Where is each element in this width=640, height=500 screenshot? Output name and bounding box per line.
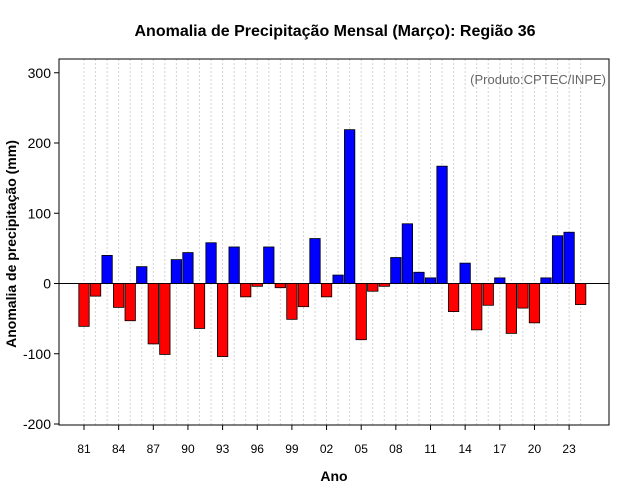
bar-2018	[505, 283, 517, 334]
bar-2023	[563, 231, 575, 284]
bar-2000	[297, 283, 310, 308]
bar-2003	[332, 274, 344, 284]
bar-1995	[240, 283, 252, 298]
x-tick-label-14: 14	[458, 442, 472, 456]
bar-1985	[124, 283, 136, 322]
x-tick-label-96: 96	[251, 442, 265, 456]
bar-2009	[401, 223, 414, 284]
bar-1998	[274, 283, 286, 289]
y-tick-label-300: 300	[28, 65, 52, 81]
y-axis-label: Anomalia de precipitação (mm)	[3, 140, 19, 348]
x-axis: 81 84 87 90 93 96 99 02 05 08 11 14 17 20 23	[77, 425, 576, 456]
bar-1988	[159, 283, 171, 355]
x-tick-label-05: 05	[355, 442, 369, 456]
bar-2008	[390, 257, 402, 284]
x-tick-label-02: 02	[320, 442, 334, 456]
x-tick-label-11: 11	[424, 442, 437, 456]
bar-2006	[367, 283, 379, 292]
bar-1994	[228, 246, 240, 284]
bar-1981	[78, 283, 90, 327]
y-tick-label--200: -200	[23, 416, 51, 432]
bar-2005	[355, 283, 367, 341]
y-tick-label-200: 200	[28, 135, 52, 151]
bar-2001	[309, 238, 321, 284]
bar-2021	[540, 277, 552, 284]
bar-2013	[447, 283, 460, 313]
bar-1987	[147, 283, 159, 345]
product-annotation: (Produto:CPTEC/INPE)	[470, 72, 606, 87]
x-tick-label-87: 87	[147, 442, 161, 456]
bar-1986	[136, 266, 148, 284]
grid-lines	[83, 59, 582, 425]
x-tick-label-08: 08	[389, 442, 403, 456]
bar-2024	[575, 283, 587, 305]
bar-2012	[436, 165, 448, 284]
x-tick-label-90: 90	[181, 442, 195, 456]
bar-1982	[89, 283, 102, 297]
bar-2016	[482, 283, 494, 306]
bar-1997	[263, 246, 275, 284]
x-axis-label: Ano	[320, 468, 347, 484]
bar-1993	[216, 283, 229, 357]
bar-2004	[344, 129, 356, 284]
x-tick-label-84: 84	[112, 442, 126, 456]
bar-1991	[193, 283, 206, 329]
y-tick-label-100: 100	[28, 205, 52, 221]
bar-2011	[424, 277, 437, 284]
plot-frame	[58, 58, 610, 426]
bar-1989	[170, 259, 182, 284]
bar-2014	[459, 262, 471, 284]
bars	[78, 129, 587, 357]
bar-2010	[413, 271, 425, 284]
bar-1983	[101, 254, 113, 284]
bar-2017	[494, 277, 506, 284]
bar-2002	[320, 283, 333, 298]
bar-1984	[113, 283, 125, 308]
bar-1992	[205, 242, 217, 284]
y-tick-label-0: 0	[43, 276, 51, 292]
x-tick-label-23: 23	[562, 442, 576, 456]
bar-2020	[528, 283, 541, 324]
x-tick-label-81: 81	[77, 442, 91, 456]
bar-2022	[551, 235, 564, 284]
bar-1999	[286, 283, 298, 320]
bar-1990	[182, 252, 194, 284]
x-tick-label-93: 93	[216, 442, 230, 456]
bar-1996	[251, 283, 263, 287]
bar-2015	[471, 283, 483, 331]
x-tick-label-17: 17	[493, 442, 507, 456]
x-tick-label-20: 20	[528, 442, 542, 456]
bar-2019	[517, 283, 529, 309]
chart-title: Anomalia de Precipitação Mensal (Março):…	[134, 23, 535, 40]
bar-2007	[378, 283, 390, 287]
y-tick-label--100: -100	[23, 346, 51, 362]
x-tick-label-99: 99	[285, 442, 299, 456]
y-axis: -200 -100 0 100 200 300	[23, 65, 59, 432]
